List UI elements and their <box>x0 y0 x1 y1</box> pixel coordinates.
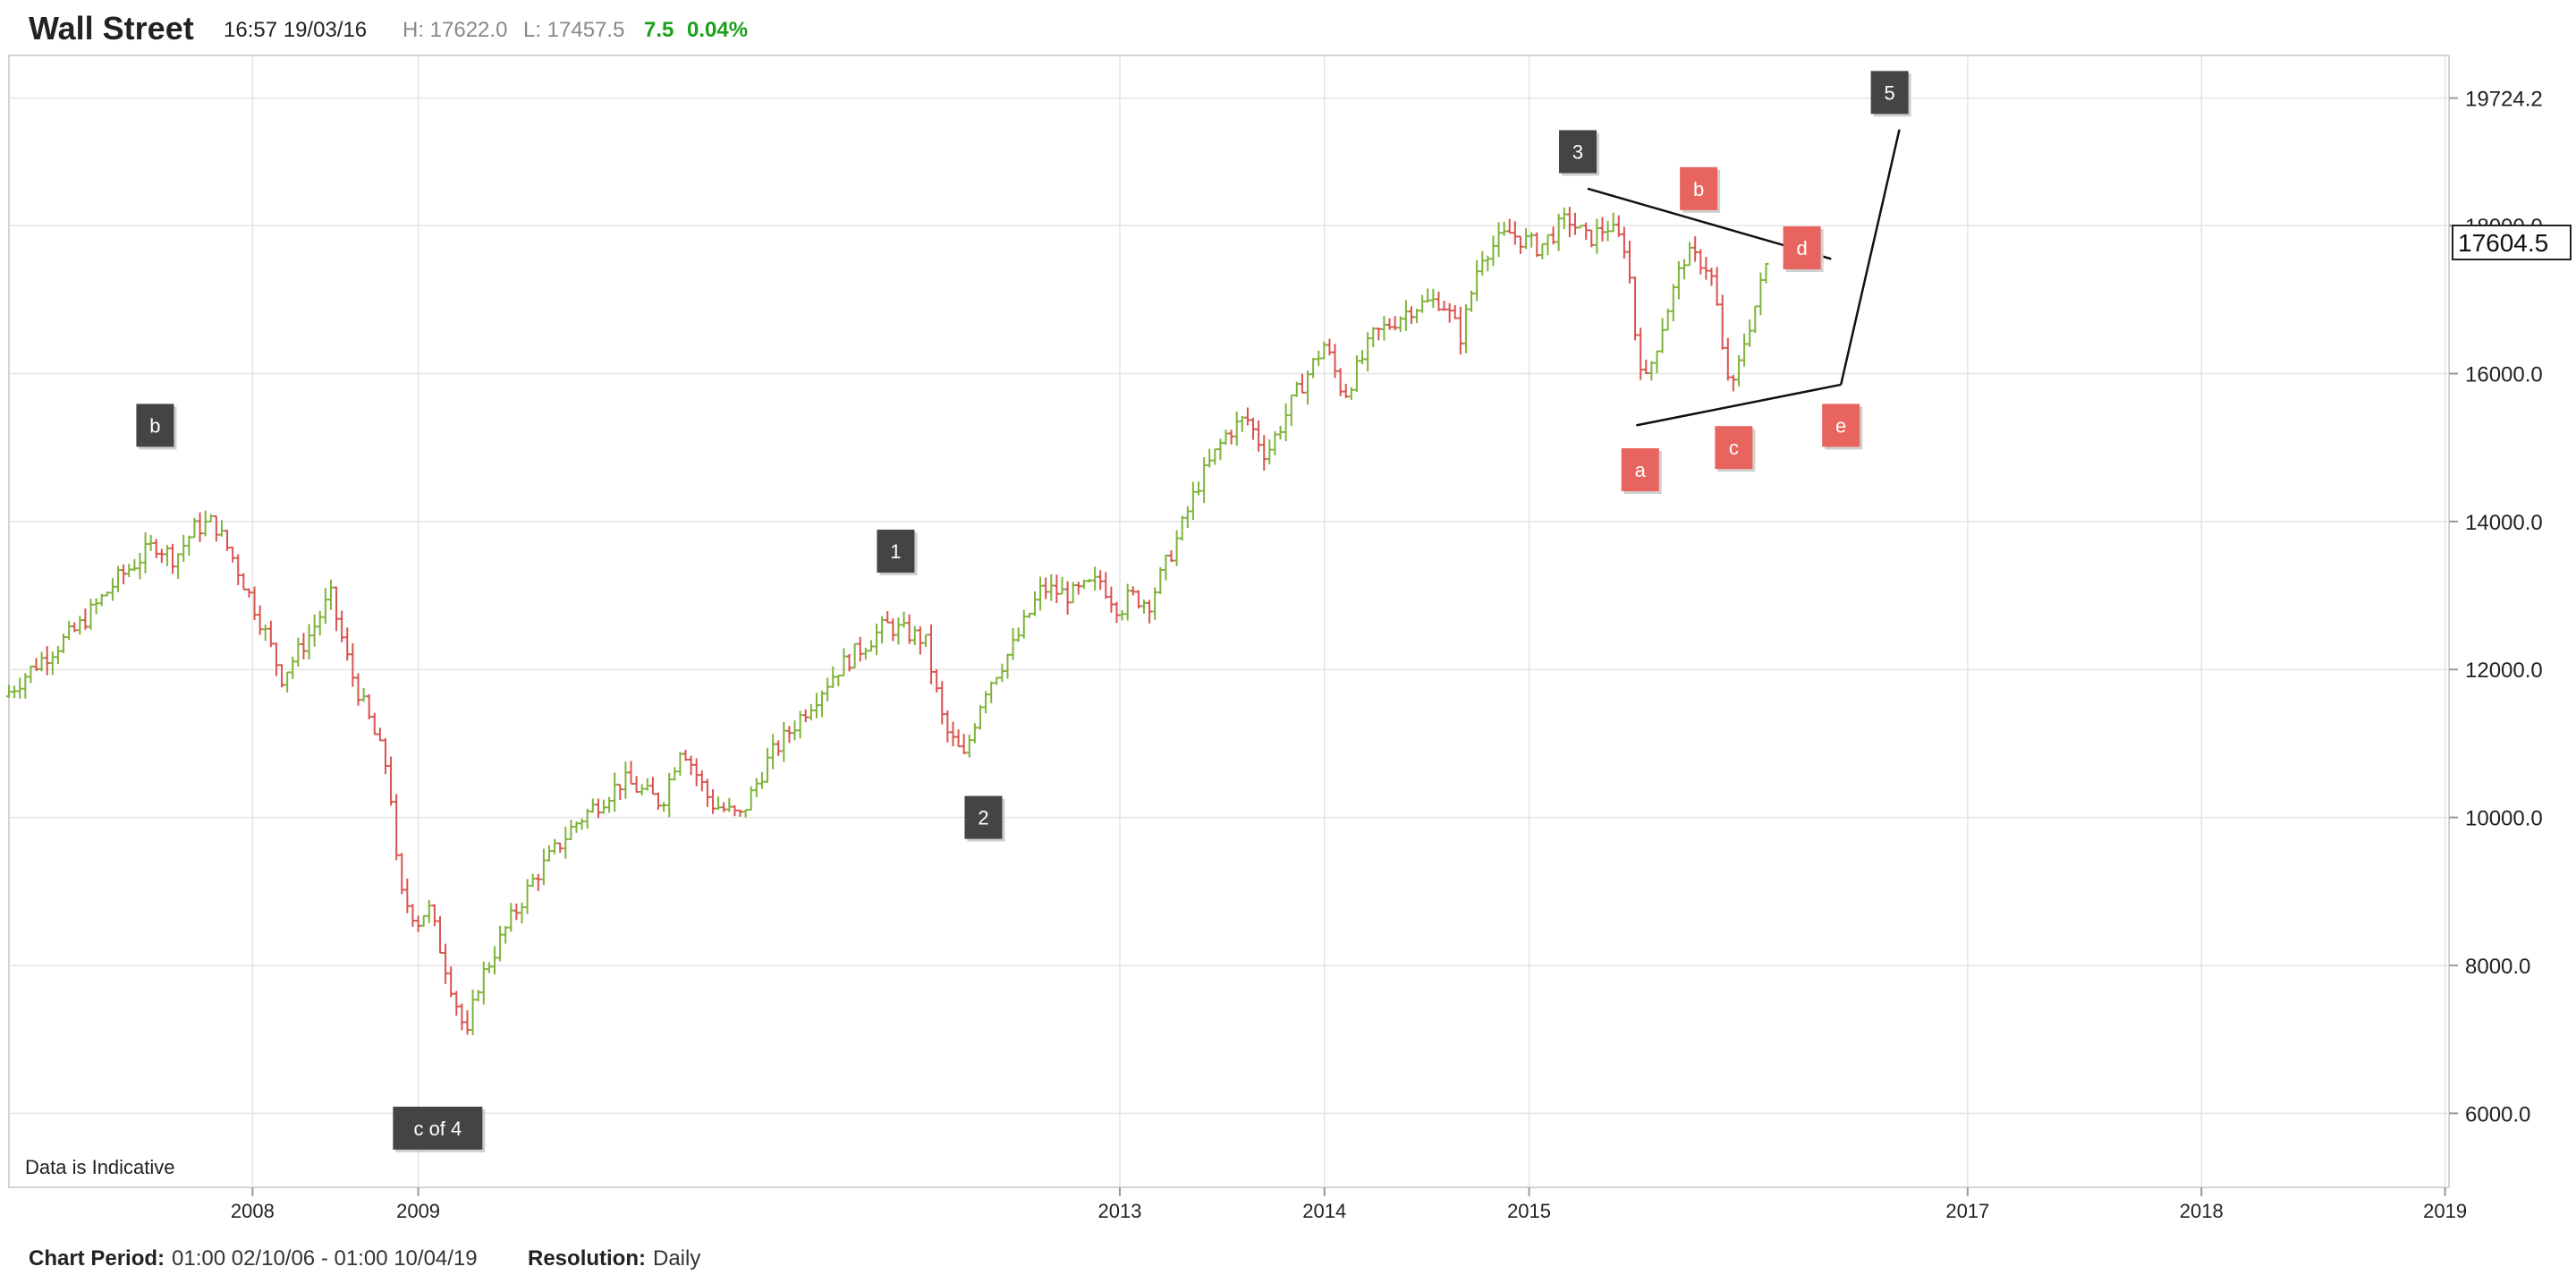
wave-label-text: 3 <box>1572 140 1583 163</box>
wave-label-box <box>393 1106 483 1150</box>
wave-label: 2 <box>964 795 1005 842</box>
wave-label: e <box>1822 404 1863 450</box>
header-change-pct: 0.04% <box>687 18 748 42</box>
x-tick-label: 2014 <box>1302 1200 1346 1222</box>
x-tick-label: 2019 <box>2423 1200 2467 1222</box>
wave-label-text: d <box>1796 237 1807 259</box>
header-change-abs: 7.5 <box>644 18 674 42</box>
chart-period-label: Chart Period: <box>29 1246 165 1271</box>
wave-label: b <box>1680 166 1721 213</box>
price-bars <box>6 207 1769 1035</box>
wave-label-box <box>1822 404 1860 447</box>
wave-label-text: 5 <box>1885 81 1895 104</box>
resolution-label: Resolution: <box>528 1246 646 1271</box>
wave-label-text: b <box>1693 178 1704 200</box>
wave-label-box <box>1870 71 1909 115</box>
wave-label-text: b <box>149 414 160 437</box>
x-axis-ticks: 2008 2009 2013 2014 2015 2017 2018 2019 <box>231 1187 2467 1222</box>
y-tick-label: 8000.0 <box>2465 955 2530 979</box>
plot-area <box>8 55 2450 1188</box>
wave-label-text: 1 <box>890 540 901 563</box>
x-tick-label: 2013 <box>1098 1200 1142 1222</box>
trendline <box>1636 383 1842 427</box>
y-tick-label: 14000.0 <box>2465 511 2543 535</box>
y-tick-label: 19724.2 <box>2465 88 2543 112</box>
x-tick-label: 2008 <box>231 1200 275 1222</box>
x-tick-label: 2018 <box>2180 1200 2224 1222</box>
wave-label: d <box>1783 225 1824 272</box>
x-tick-label: 2017 <box>1945 1200 1989 1222</box>
wave-label-box <box>1621 448 1659 492</box>
wave-label-text: a <box>1635 459 1647 481</box>
resolution-value: Daily <box>653 1246 700 1271</box>
header-high: H: 17622.0 <box>402 18 507 42</box>
wave-label: 1 <box>877 529 918 575</box>
wave-label: c of 4 <box>393 1106 486 1152</box>
wave-label-box <box>964 795 1003 839</box>
wave-label-box <box>1680 166 1718 210</box>
wave-label-text: 2 <box>978 807 988 829</box>
instrument-title: Wall Street <box>29 10 194 47</box>
trendline <box>1839 129 1901 386</box>
chart-period-value: 01:00 02/10/06 - 01:00 10/04/19 <box>172 1246 478 1271</box>
wave-label-box <box>1559 130 1597 174</box>
wave-label: b <box>136 404 177 450</box>
x-tick-label: 2009 <box>396 1200 440 1222</box>
y-tick-label: 10000.0 <box>2465 807 2543 831</box>
y-tick-label: 12000.0 <box>2465 659 2543 683</box>
header-datetime: 16:57 19/03/16 <box>224 18 367 42</box>
wave-label-box <box>136 404 174 447</box>
data-indicative-note: Data is Indicative <box>25 1156 175 1178</box>
header-low: L: 17457.5 <box>523 18 624 42</box>
y-tick-label: 6000.0 <box>2465 1102 2530 1126</box>
wave-label: c <box>1715 426 1756 472</box>
current-price-text: 17604.5 <box>2458 229 2548 257</box>
x-tick-label: 2015 <box>1507 1200 1551 1222</box>
wave-label-text: c of 4 <box>413 1118 462 1140</box>
wave-label: a <box>1621 448 1662 495</box>
wave-label-box <box>877 529 915 573</box>
wave-label-box <box>1783 225 1821 269</box>
y-tick-label: 16000.0 <box>2465 363 2543 387</box>
wave-label-box <box>1715 426 1753 470</box>
wave-label: 5 <box>1870 71 1911 117</box>
current-price-marker: 17604.5 <box>2452 225 2572 260</box>
wave-label-text: e <box>1835 414 1846 437</box>
wave-label-text: c <box>1729 437 1739 459</box>
wave-labels: b c of 4 1 2 3 5 a b c d e <box>136 71 1911 1152</box>
wave-label: 3 <box>1559 130 1600 176</box>
